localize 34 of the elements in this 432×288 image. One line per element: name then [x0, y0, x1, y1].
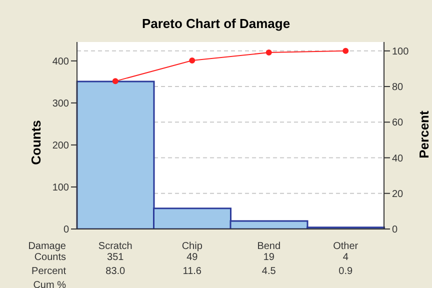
point	[266, 50, 272, 56]
text: Percent	[32, 266, 66, 277]
text: 0.9	[338, 266, 354, 277]
y2-tick-label: 0	[392, 224, 398, 236]
text: 83.0	[106, 266, 126, 277]
x-tick-label: Bend	[257, 241, 281, 252]
y2-axis-title: Percent	[416, 110, 432, 160]
y-axis-title: Counts	[28, 119, 44, 167]
y2-tick-label: 60	[392, 118, 404, 129]
text: 11.6	[182, 266, 202, 277]
text: Counts	[34, 252, 66, 263]
y-tick-label: 200	[52, 140, 70, 152]
y2-tick-label: 20	[392, 188, 404, 200]
text: Damage	[28, 241, 66, 252]
x-tick-label: Other	[333, 241, 359, 252]
x-tick-label: Chip	[182, 241, 203, 252]
y2-tick-label: 100	[392, 46, 410, 58]
y-tick-label: 100	[52, 182, 70, 194]
y2-tick-label: 80	[392, 82, 404, 94]
y-tick-label: 400	[52, 56, 70, 68]
data-label: 49	[186, 252, 198, 263]
text: 4.5	[262, 266, 276, 277]
y-tick-label: 300	[52, 98, 70, 110]
x-tick-label: Scratch	[98, 241, 132, 252]
text: Cum %	[33, 280, 66, 288]
point	[189, 58, 196, 64]
point	[112, 78, 118, 84]
point	[342, 48, 349, 54]
data-label: 351	[107, 252, 124, 263]
y-tick-label: 0	[63, 224, 70, 236]
chart-title: Pareto Chart of Damage	[140, 16, 292, 31]
data-label: 4	[342, 252, 349, 263]
y2-tick-label: 40	[392, 153, 404, 164]
data-label: 19	[263, 252, 275, 263]
